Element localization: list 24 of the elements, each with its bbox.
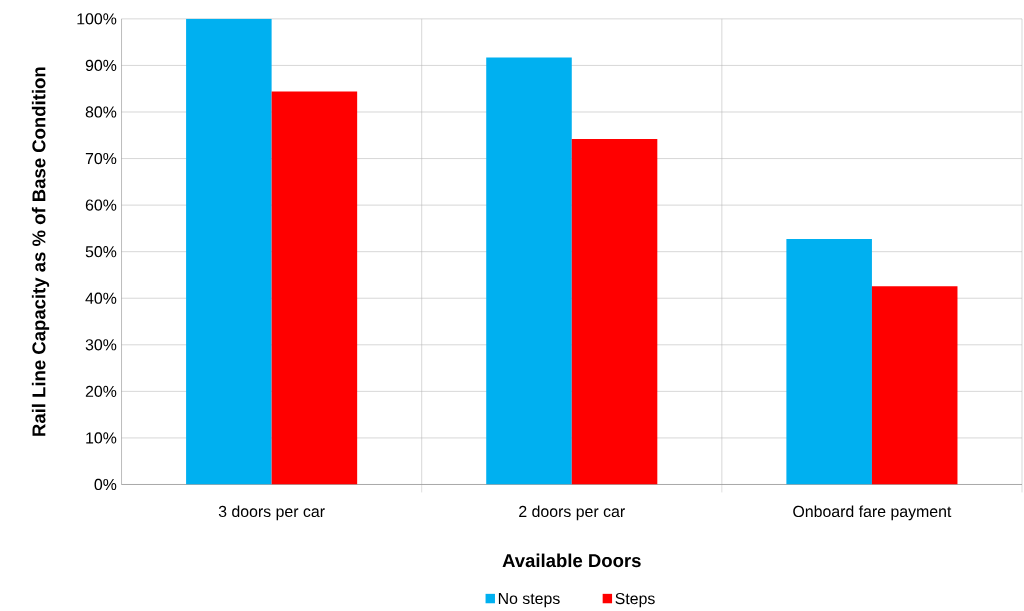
bar xyxy=(571,139,658,485)
y-tick-label: 0% xyxy=(94,479,117,491)
y-tick-label: 40% xyxy=(85,292,117,305)
y-tick-label: 100% xyxy=(77,13,117,25)
legend-label: No steps xyxy=(498,593,560,608)
bar xyxy=(486,57,572,485)
x-axis-title: Available Doors xyxy=(502,553,641,568)
x-tick-label: 3 doors per car xyxy=(218,505,325,521)
bar xyxy=(871,286,958,485)
y-tick-label: 80% xyxy=(85,106,117,118)
y-tick-label: 60% xyxy=(85,199,117,211)
x-tick-label: 2 doors per car xyxy=(519,505,625,521)
bar xyxy=(786,239,872,485)
bar xyxy=(186,19,272,485)
legend-label: Steps xyxy=(615,593,655,608)
y-tick-label: 10% xyxy=(86,432,117,444)
x-tick-label: Onboard fare payment xyxy=(793,505,952,521)
y-tick-label: 50% xyxy=(85,246,117,258)
bar xyxy=(271,91,358,485)
y-tick-label: 30% xyxy=(85,339,117,351)
y-tick-label: 70% xyxy=(85,153,117,165)
y-axis-title: Rail Line Capacity as % of Base Condition xyxy=(31,67,50,436)
y-tick-label: 20% xyxy=(85,385,117,398)
y-tick-label: 90% xyxy=(85,60,117,72)
